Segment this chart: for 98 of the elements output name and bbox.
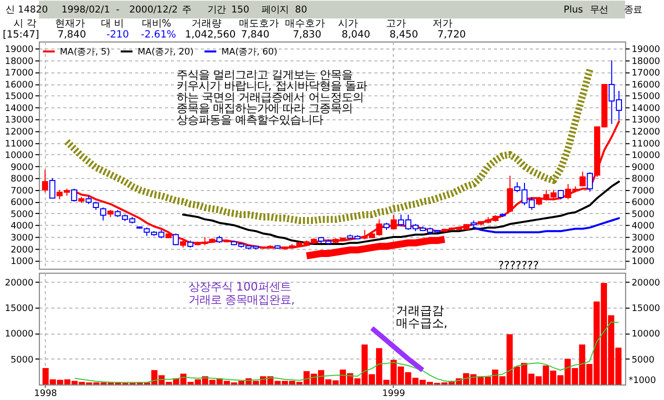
y2-tick-label: 5000	[632, 210, 655, 220]
y-tick-label: 20000	[4, 278, 34, 288]
y2-tick-label: 16000	[632, 80, 660, 90]
y-tick-label: 10000	[4, 330, 34, 340]
line-series	[182, 180, 620, 246]
y-tick-label: 10000	[4, 151, 34, 162]
text: 페이지	[262, 4, 289, 16]
candlestick	[49, 178, 56, 199]
y2-tick-label: 8000	[632, 174, 655, 185]
y2-tick-label: 7000	[632, 186, 655, 196]
text: 7,840	[58, 29, 86, 40]
text: 주	[182, 4, 191, 16]
text: Plus	[564, 4, 583, 16]
candlestick	[506, 175, 514, 213]
text: 150	[231, 4, 250, 16]
y2-tick-label: 6000	[632, 198, 655, 208]
y2-tick-label: 19000	[632, 45, 660, 56]
y-tick-label: 7000	[10, 186, 34, 196]
text: -210	[106, 29, 129, 40]
y2-tick-label: 20000	[632, 278, 660, 288]
text: 거래량	[191, 18, 222, 30]
y2-tick-label: 14000	[632, 104, 660, 114]
y2-tick-label: 2000	[632, 245, 655, 256]
annotation: 거래급감 매수급소,	[396, 304, 448, 330]
legend-label: MA(종가, 5)	[60, 47, 110, 58]
candlestick	[390, 214, 397, 230]
text: 7,840	[240, 29, 270, 40]
text: 2000/12/2	[129, 4, 178, 16]
text: 시가	[338, 18, 358, 30]
text: 종료	[624, 4, 642, 16]
text: 기간	[207, 4, 226, 16]
text: 현재가	[54, 18, 85, 30]
y-tick-label: 3000	[10, 233, 34, 244]
y2-tick-label: 5000	[632, 355, 655, 366]
annotation: 상장주식 100퍼센트 거래로 종목매집완료,	[188, 280, 295, 307]
y2-tick-label: 17000	[632, 68, 660, 79]
text: 7,720	[437, 29, 466, 40]
annotation: ???????	[498, 258, 539, 272]
y-tick-label: 13000	[4, 116, 34, 126]
y-tick-label: 12000	[4, 127, 34, 138]
text: 신	[5, 4, 14, 16]
text: -	[116, 4, 120, 16]
text: 저가	[432, 18, 453, 30]
y-tick-label: 5000	[10, 210, 34, 220]
y-tick-label: 19000	[4, 45, 34, 56]
x-tick-label: 1998	[34, 388, 58, 399]
candlestick	[100, 207, 106, 221]
y2-tick-label: 18000	[632, 56, 660, 67]
y2-tick-label: 10000	[632, 330, 660, 340]
y-tick-label: 14000	[4, 104, 34, 114]
text: 7,830	[292, 29, 322, 40]
y-tick-label: 6000	[10, 198, 34, 208]
text: -2.61%	[140, 29, 176, 40]
y-tick-label: 15000	[4, 304, 34, 314]
y2-tick-label: 12000	[632, 127, 660, 138]
y-tick-label: 4000	[10, 222, 34, 232]
text: 고가	[386, 18, 406, 30]
y2-tick-label: 13000	[632, 116, 660, 126]
y2-tick-label: 9000	[632, 162, 655, 173]
y2-tick-label: 1000	[632, 257, 655, 268]
y2-tick-label: 10000	[632, 151, 660, 162]
text: 시 각	[13, 18, 37, 30]
candlestick	[71, 188, 78, 202]
text: 매수호가	[285, 18, 326, 30]
y2-tick-label: 3000	[632, 233, 655, 244]
text: 80	[295, 4, 308, 16]
legend-label: MA(종가, 60)	[221, 47, 278, 58]
text: 1,042,560	[185, 29, 236, 40]
y-tick-label: 16000	[4, 80, 34, 90]
y2-tick-label: 11000	[632, 139, 660, 150]
annotation: 주식을 멀리그리고 길게보는 안목을 키우시기 바랍니다, 접시바닥형을 돌파 하는 국면의 거래급증에서 어느정도의 종목을 매집하는가에 따라 그종목의 상승파동을 예측할수있습니다	[176, 67, 368, 126]
text: 대비%	[142, 18, 172, 30]
text: 14820	[18, 4, 48, 16]
text: 무선	[590, 4, 608, 16]
legend-label: MA(종가, 20)	[138, 47, 194, 58]
y-tick-label: 9000	[10, 162, 34, 173]
y-tick-label: 11000	[4, 139, 34, 150]
text: 1998/02/1	[61, 4, 110, 16]
y-tick-label: 1000	[10, 257, 34, 268]
y2-tick-label: 15000	[632, 304, 660, 314]
y-tick-label: 5000	[10, 355, 34, 366]
y-tick-label: 15000	[4, 92, 34, 102]
candlestick	[580, 171, 586, 187]
y-tick-label: 17000	[4, 68, 34, 79]
y2-axis-title: *1000	[628, 376, 656, 386]
y-tick-label: 18000	[4, 56, 34, 67]
y2-tick-label: 4000	[632, 222, 655, 232]
text: 8,450	[390, 29, 418, 40]
text: 8,040	[342, 29, 370, 40]
text: 매도호가	[239, 18, 280, 30]
y-tick-label: 8000	[10, 174, 34, 185]
y2-tick-label: 15000	[632, 92, 660, 102]
candlestick	[42, 169, 48, 193]
text: [15:47]	[2, 29, 40, 40]
x-tick-label: 1999	[382, 388, 406, 399]
candlestick	[586, 172, 593, 192]
text: 대 비	[101, 18, 124, 30]
y-tick-label: 2000	[10, 245, 34, 256]
